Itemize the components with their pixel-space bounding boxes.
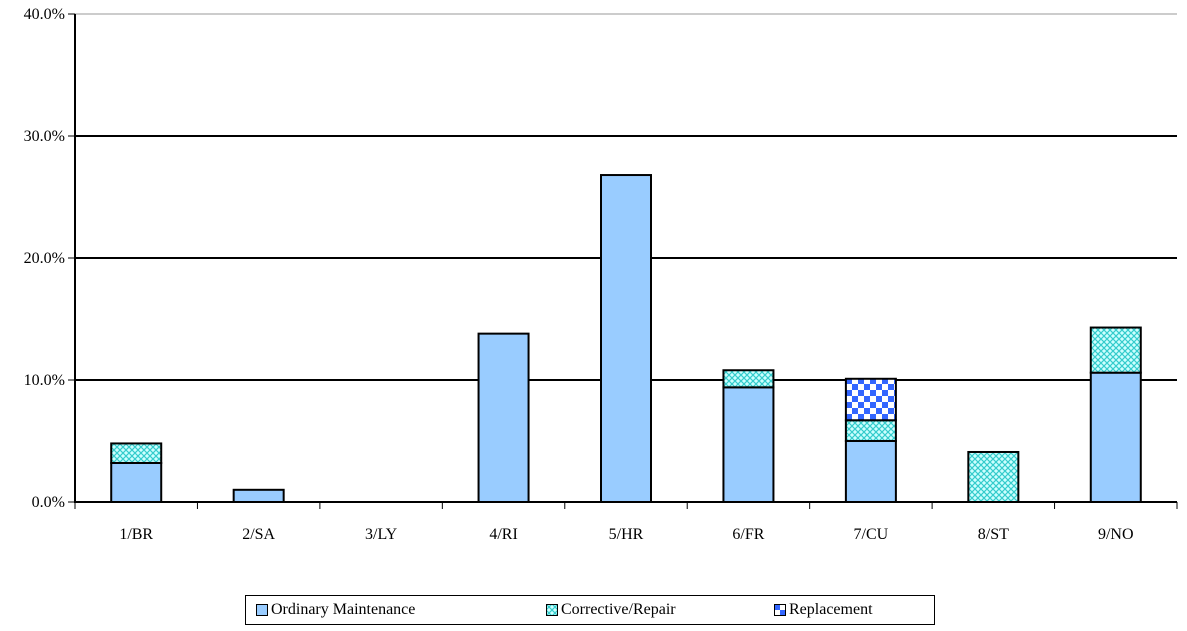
axes <box>74 14 1178 509</box>
x-tick-label: 3/LY <box>365 526 398 543</box>
y-tick-label: 40.0% <box>24 6 65 23</box>
x-axis-tick-labels: 1/BR 2/SA 3/LY 4/RI 5/HR 6/FR 7/CU 8/ST 9/NO <box>119 526 1133 543</box>
x-tick-label: 1/BR <box>119 526 153 543</box>
bar-segment-replacement <box>844 377 897 422</box>
legend-item-ordinary-maintenance: Ordinary Maintenance <box>256 602 415 618</box>
y-tick-label: 30.0% <box>24 128 65 145</box>
y-tick-label: 10.0% <box>24 372 65 389</box>
bar-segment-repair <box>722 369 775 389</box>
y-tick-label: 20.0% <box>24 250 65 267</box>
bar-segment-ordinary <box>1089 371 1142 503</box>
x-tick-label: 6/FR <box>732 526 764 543</box>
legend-label-repair: Corrective/Repair <box>561 601 676 618</box>
legend-swatch-repair <box>546 604 558 616</box>
x-tick-label: 5/HR <box>609 526 644 543</box>
stacked-bar-chart: 0.0% 10.0% 20.0% 30.0% 40.0% 1/BR 2/SA 3/LY 4/R… <box>24 6 1178 543</box>
x-tick-label: 4/RI <box>489 526 517 543</box>
bar-segment-ordinary <box>600 174 652 503</box>
bar-segment-repair <box>967 450 1020 504</box>
legend-item-corrective-repair: Corrective/Repair <box>546 602 676 618</box>
x-tick-label: 8/ST <box>978 526 1009 543</box>
legend-label-replacement: Replacement <box>789 601 873 618</box>
x-tick-label: 2/SA <box>242 526 275 543</box>
bar-segment-ordinary <box>844 440 897 503</box>
bar-segment-repair <box>844 419 897 443</box>
bar-segment-ordinary <box>110 461 163 503</box>
bar-segment-ordinary <box>232 488 285 503</box>
bars <box>110 174 1142 504</box>
x-tick-label: 7/CU <box>854 526 889 543</box>
bar-segment-repair <box>110 442 163 464</box>
legend-swatch-replacement <box>774 604 786 616</box>
y-tick-label: 0.0% <box>32 494 65 511</box>
bar-segment-repair <box>1089 326 1142 374</box>
legend-item-replacement: Replacement <box>774 602 873 618</box>
y-axis-tick-labels: 0.0% 10.0% 20.0% 30.0% 40.0% <box>24 6 65 511</box>
bar-segment-ordinary <box>477 332 530 504</box>
legend-label-ordinary: Ordinary Maintenance <box>271 601 416 618</box>
legend-swatch-ordinary <box>256 604 268 616</box>
bar-segment-ordinary <box>722 386 775 504</box>
x-tick-label: 9/NO <box>1098 526 1134 543</box>
legend: Ordinary Maintenance Corrective/Repair R… <box>245 595 935 625</box>
